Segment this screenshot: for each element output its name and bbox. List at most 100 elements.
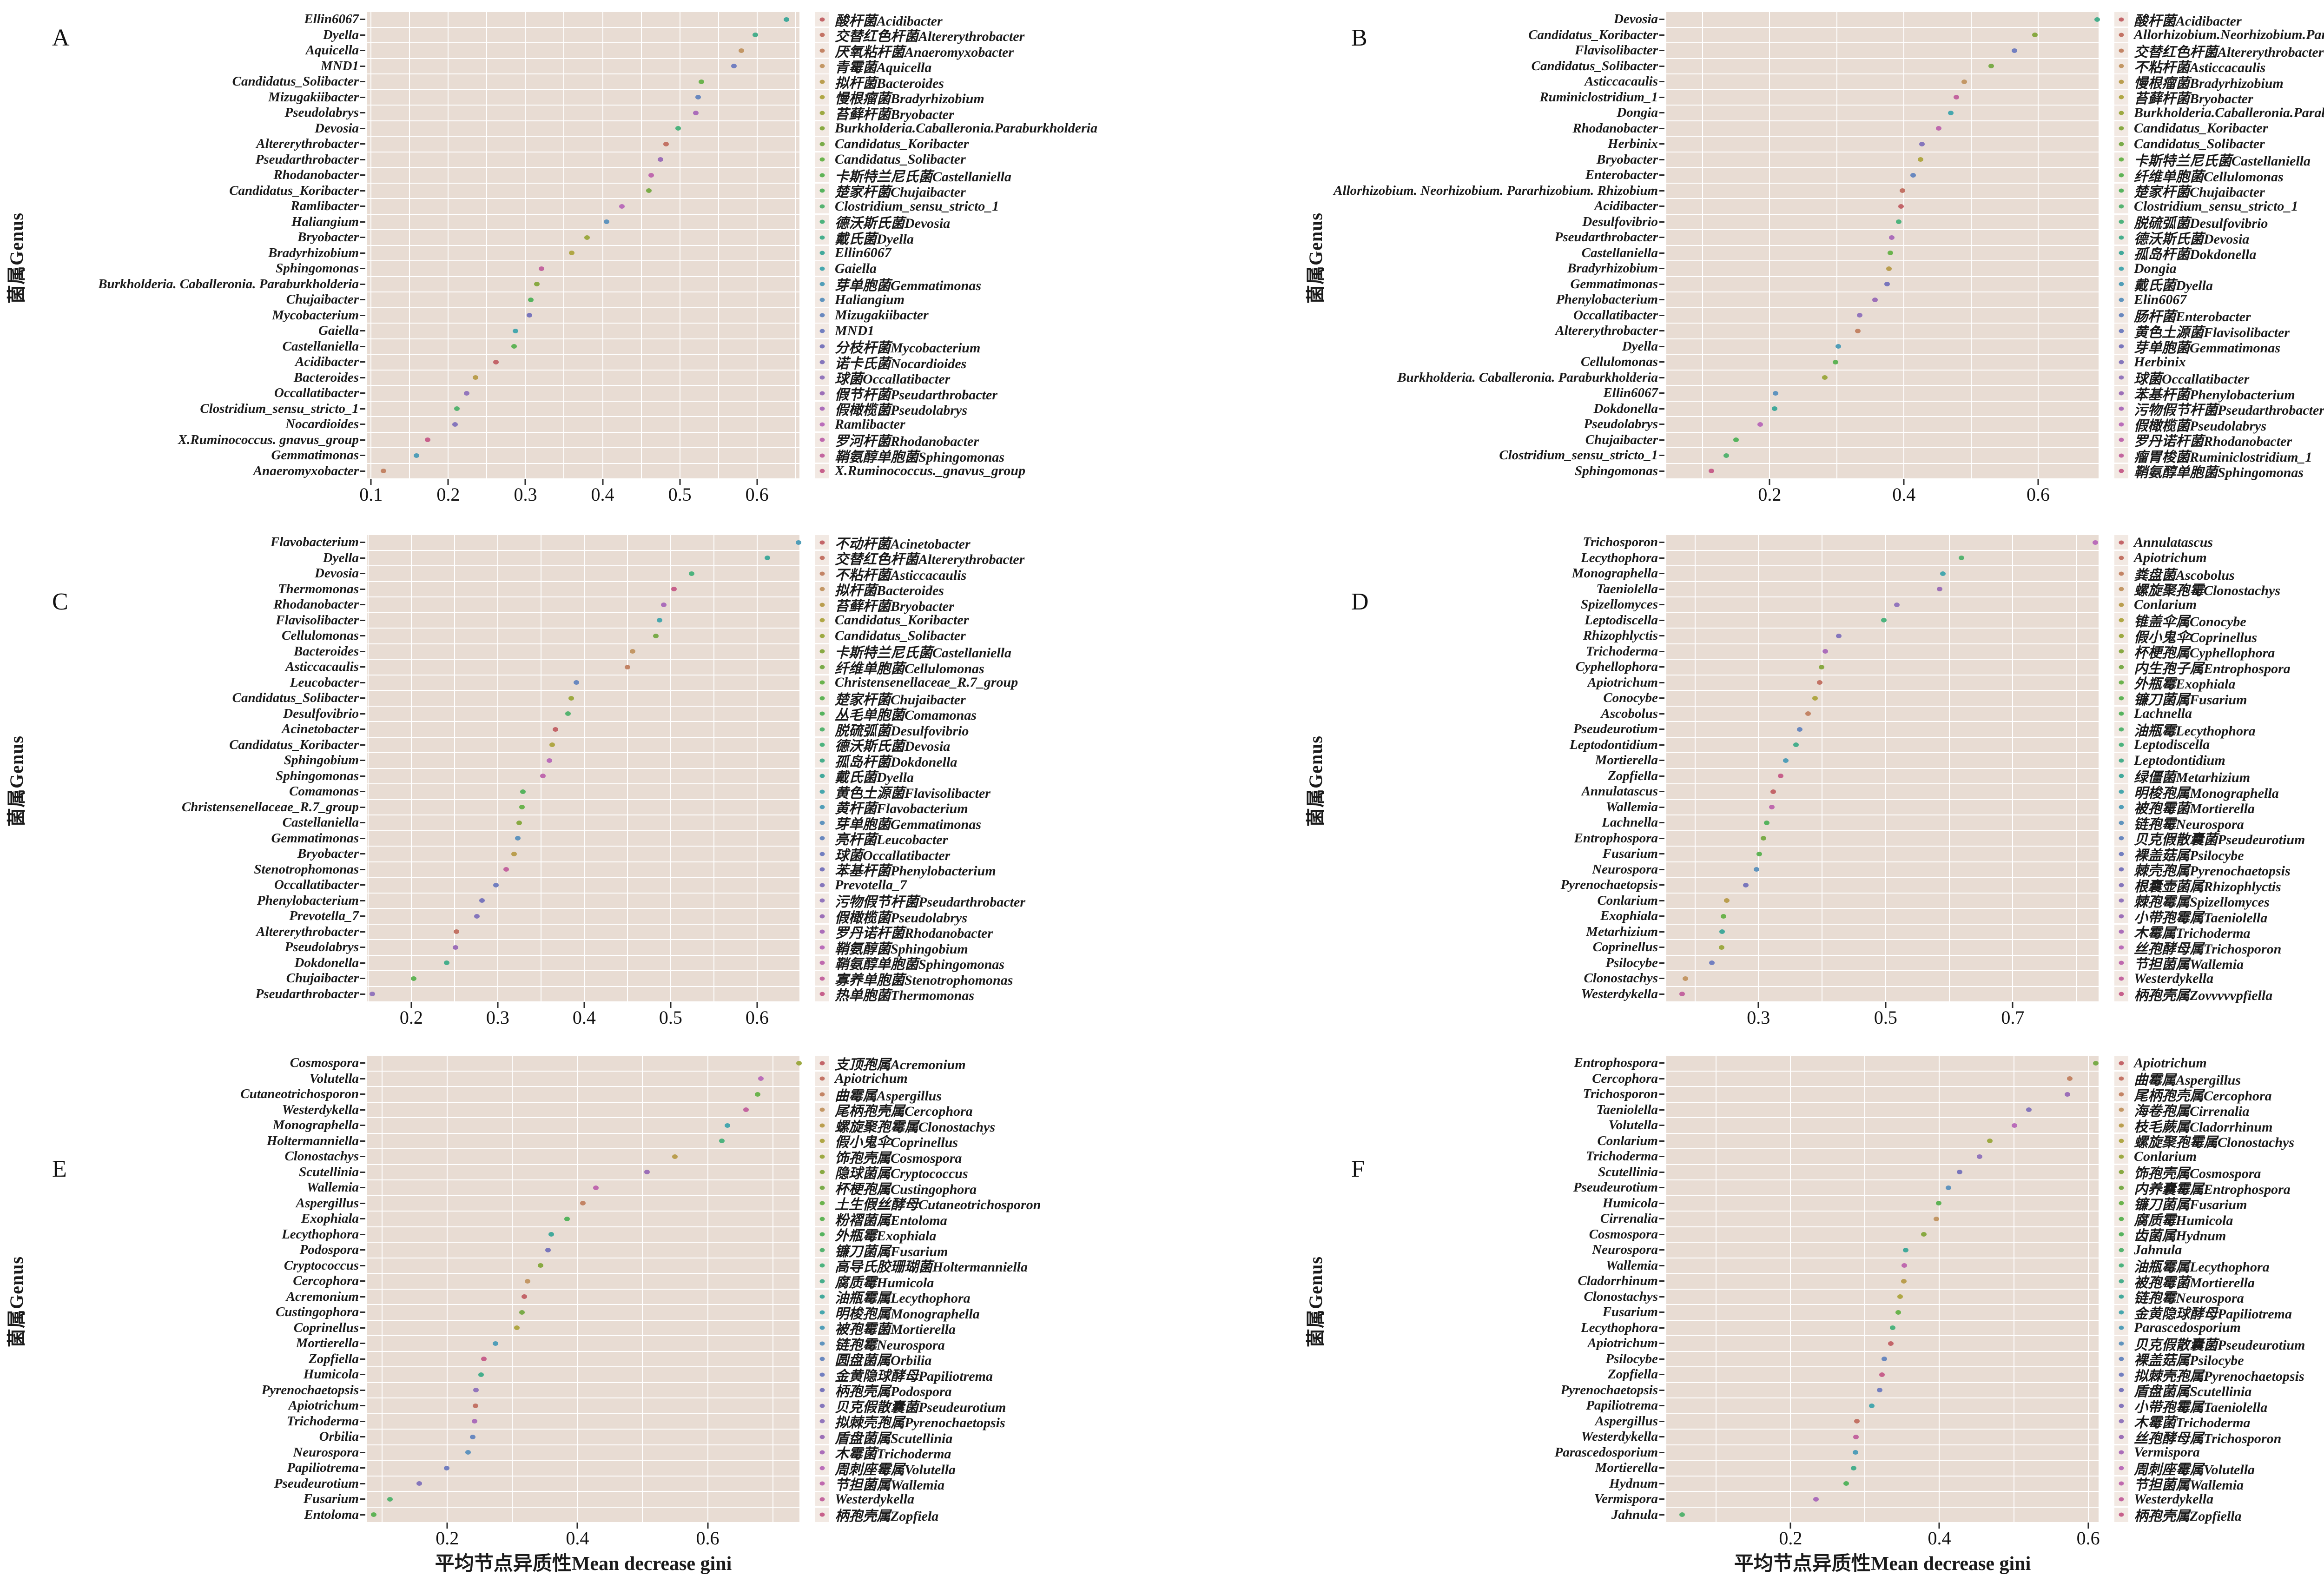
y-tick-mark xyxy=(360,650,365,652)
panel-d: D 菌属Genus Trichosporon Lecythophora Monograp… xyxy=(1299,523,2324,1046)
legend-label: Allorhizobium.Neorhizobium.Pararhizobium… xyxy=(2134,27,2324,43)
data-point xyxy=(1958,556,1964,561)
y-axis-label-row: Clostridium_sensu_stricto_1 xyxy=(30,401,359,417)
x-axis-ticks: 0.2 0.3 0.4 0.5 0.6 xyxy=(367,1002,799,1028)
y-tick-mark xyxy=(360,947,365,948)
grid-line-horizontal xyxy=(1666,1086,2099,1087)
y-axis-label-row: Ruminiclostridium_1 xyxy=(1329,90,1658,106)
y-axis-label-row: MND1 xyxy=(30,59,359,74)
legend-key-swatch xyxy=(2114,737,2128,752)
legend-key-swatch xyxy=(815,137,829,152)
legend-dot-icon xyxy=(2119,282,2124,286)
y-axis-label: Castellaniella xyxy=(1581,245,1658,260)
legend-label: 罗丹诺杆菌Rhodanobacter xyxy=(2134,434,2292,450)
y-axis-label-row: Haliangium xyxy=(30,214,359,230)
legend-label: 尾柄孢壳属Cercophora xyxy=(835,1104,973,1119)
legend-dot-icon xyxy=(2119,1294,2124,1299)
y-tick-mark xyxy=(360,1374,365,1376)
legend-dot-icon xyxy=(819,914,825,919)
y-axis-label-row: Sphingomonas xyxy=(1329,464,1658,479)
y-axis-label: Psilocybe xyxy=(1605,1351,1658,1366)
legend-label: 柄孢壳属Podospora xyxy=(835,1384,952,1400)
legend-key-swatch xyxy=(815,355,829,370)
legend-key-swatch xyxy=(815,199,829,214)
grid-line-horizontal xyxy=(367,11,799,12)
legend-key-swatch xyxy=(2114,768,2128,783)
grid-line-horizontal xyxy=(1666,276,2099,277)
legend-label: Jahnula xyxy=(2134,1242,2182,1258)
y-axis-label-row: Cercophora xyxy=(1329,1071,1658,1087)
y-axis-label: Pseudeurotium xyxy=(274,1476,359,1491)
grid-line-horizontal xyxy=(1666,954,2099,956)
y-axis-label-row: Conlarium xyxy=(1329,893,1658,909)
y-axis-label: Cutaneotrichosporon xyxy=(240,1086,359,1101)
y-axis-label: Clostridium_sensu_stricto_1 xyxy=(1499,448,1658,463)
legend-key-swatch xyxy=(815,691,829,706)
legend-label: 慢根瘤菌Bradyrhizobium xyxy=(2134,75,2284,91)
legend-dot-icon xyxy=(819,298,825,302)
y-axis-label-row: Entoloma xyxy=(30,1507,359,1523)
legend-item: 周刺座霉属Volutella xyxy=(815,1460,1299,1477)
y-axis-label-row: Lecythophora xyxy=(30,1227,359,1243)
data-point xyxy=(1903,1247,1909,1252)
legend-dot-icon xyxy=(819,649,825,654)
grid-line-horizontal xyxy=(367,643,799,644)
legend-dot-icon xyxy=(2119,17,2124,22)
x-tick-mark xyxy=(602,479,604,485)
data-point xyxy=(1769,805,1775,810)
grid-line-horizontal xyxy=(1666,120,2099,121)
legend-dot-icon xyxy=(2119,126,2124,131)
x-tick-label: 0.3 xyxy=(1747,1007,1770,1028)
y-axis-label-row: Chujaibacter xyxy=(30,292,359,308)
grid-line-vertical xyxy=(447,1055,448,1523)
y-axis-label: Trichoderma xyxy=(1585,1149,1658,1164)
legend-label: Candidatus_Solibacter xyxy=(835,152,966,167)
x-axis-ticks: 0.3 0.5 0.7 xyxy=(1666,1002,2099,1028)
data-point xyxy=(675,126,681,131)
legend-item: 寡养单胞菌Stenotrophomonas xyxy=(815,971,1299,988)
legend-key-swatch xyxy=(2114,199,2128,214)
y-tick-mark xyxy=(1659,604,1664,606)
y-tick-mark xyxy=(360,314,365,316)
grid-line-horizontal xyxy=(367,1475,799,1477)
data-point xyxy=(1851,1465,1857,1470)
legend-item: 盾盘菌属Scutellinia xyxy=(2114,1383,2324,1399)
legend-key-swatch xyxy=(2114,401,2128,416)
y-tick-mark xyxy=(1659,252,1664,254)
legend-dot-icon xyxy=(2119,1170,2124,1174)
y-axis-label-row: Monographella xyxy=(1329,566,1658,582)
legend-label: 木霉菌Trichoderma xyxy=(2134,1415,2251,1431)
y-axis-label-row: Zopfiella xyxy=(1329,1367,1658,1383)
data-point xyxy=(1935,1201,1941,1206)
y-axis-title-column: 菌属Genus xyxy=(0,1055,30,1569)
y-tick-mark xyxy=(360,96,365,98)
y-axis-labels: Cosmospora Volutella Cutaneotrichosporon We… xyxy=(30,1055,359,1523)
legend-dot-icon xyxy=(2119,111,2124,115)
legend-key-swatch xyxy=(2114,1398,2128,1413)
legend-dot-icon xyxy=(2119,344,2124,349)
grid-line-horizontal xyxy=(1666,1148,2099,1149)
legend-label: Annulatascus xyxy=(2134,534,2213,550)
y-tick-mark xyxy=(1659,50,1664,52)
y-tick-mark xyxy=(1659,619,1664,621)
legend-label: Conlarium xyxy=(2134,596,2197,612)
grid-line-horizontal xyxy=(367,783,799,784)
legend-item: Elin6067 xyxy=(2114,292,2324,308)
data-point xyxy=(1945,1185,1951,1190)
legend-item: Gaiella xyxy=(815,261,1299,277)
x-axis-title: 平均节点异质性Mean decrease gini xyxy=(1734,1553,2031,1575)
legend-label: 苯基杆菌Phenylobacterium xyxy=(835,863,996,879)
legend-dot-icon xyxy=(819,79,825,84)
legend-dot-icon xyxy=(819,1419,825,1424)
y-axis-label: Fusarium xyxy=(303,1491,359,1506)
grid-line-horizontal xyxy=(1666,1273,2099,1274)
data-point xyxy=(1783,758,1789,763)
grid-line-horizontal xyxy=(1666,1366,2099,1367)
legend-label: 污物假节杆菌Pseudarthrobacter xyxy=(835,894,1026,910)
legend-label: 镰刀菌属Fusarium xyxy=(835,1244,948,1259)
legend-key-swatch xyxy=(815,1133,829,1148)
grid-line-horizontal xyxy=(367,105,799,106)
legend-item: Ellin6067 xyxy=(815,245,1299,261)
legend-key-swatch xyxy=(815,1149,829,1164)
